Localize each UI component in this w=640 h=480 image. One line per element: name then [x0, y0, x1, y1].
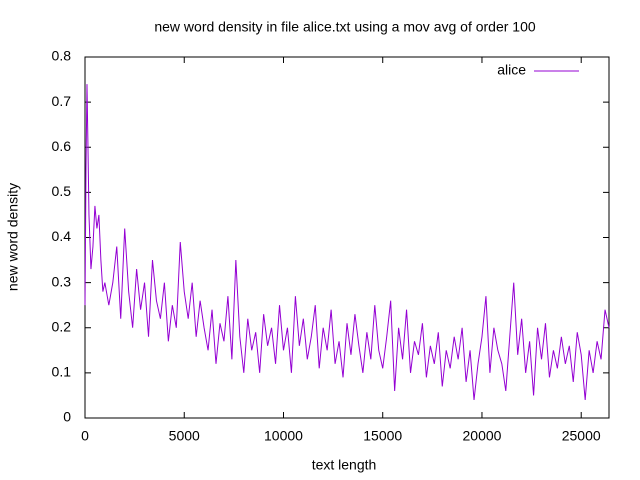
x-axis-label: text length	[312, 457, 377, 473]
y-tick-label: 0.3	[52, 273, 72, 289]
x-tick-label: 15000	[363, 428, 402, 444]
x-tick-label: 10000	[264, 428, 303, 444]
y-tick-label: 0.2	[52, 318, 72, 334]
legend-label: alice	[497, 62, 526, 78]
y-tick-label: 0.1	[52, 364, 72, 380]
x-tick-label: 25000	[562, 428, 601, 444]
x-tick-label: 20000	[463, 428, 502, 444]
y-tick-label: 0.4	[52, 228, 72, 244]
y-tick-label: 0	[63, 409, 71, 425]
x-tick-label: 0	[81, 428, 89, 444]
y-tick-label: 0.6	[52, 138, 72, 154]
y-axis-label: new word density	[5, 183, 21, 291]
chart-title: new word density in file alice.txt using…	[154, 19, 536, 35]
x-tick-label: 5000	[169, 428, 200, 444]
data-line	[84, 84, 610, 401]
y-tick-label: 0.7	[52, 93, 72, 109]
y-tick-label: 0.8	[52, 48, 72, 64]
y-tick-label: 0.5	[52, 183, 72, 199]
